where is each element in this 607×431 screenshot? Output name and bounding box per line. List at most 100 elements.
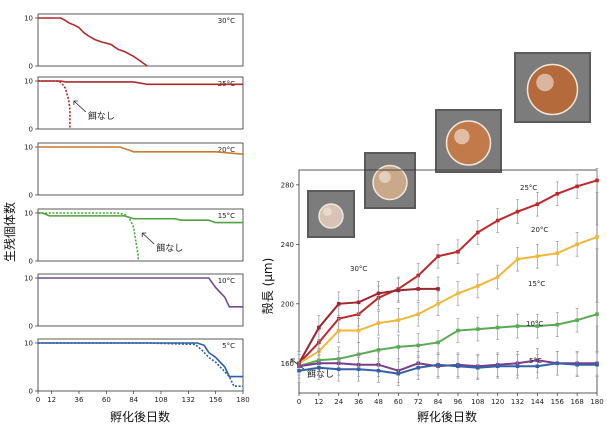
data-point — [456, 291, 460, 296]
fed-survival-line — [38, 277, 243, 308]
data-point — [555, 322, 560, 327]
x-tick-label: 84 — [434, 398, 443, 406]
survival-panel: 0 10 5°C 餌なし 0 12 36 60 84 108 132 156 180 — [24, 338, 334, 404]
series-group: 30°C — [297, 265, 440, 376]
data-point — [416, 365, 420, 370]
series-line — [298, 287, 439, 364]
data-point — [535, 324, 540, 328]
larva-shell-icon — [526, 63, 579, 116]
unfed-arrow — [73, 100, 87, 113]
data-point — [476, 327, 480, 331]
shell-highlight — [454, 128, 470, 145]
data-point — [595, 312, 599, 317]
shell-length-chart: 160 200 240 280 0 12 24 36 48 60 72 84 96 108 120 132 14… — [281, 168, 604, 406]
y-tick-label: 10 — [24, 340, 33, 348]
x-tick-label: 180 — [236, 396, 249, 404]
y-tick-label: 0 — [29, 63, 33, 71]
series-group: 20°C — [297, 224, 599, 376]
series-label: 5°C — [529, 357, 542, 365]
survival-panel: 0 10 10°C — [24, 273, 244, 331]
unfed-label: 餌なし — [307, 368, 334, 380]
survival-panel: 0 10 20°C — [24, 142, 244, 200]
larva-photo — [307, 190, 355, 238]
panel-temp-label: 5°C — [222, 342, 235, 350]
data-point — [336, 367, 341, 372]
panel-temp-label: 20°C — [218, 146, 235, 154]
data-point — [495, 364, 500, 369]
shell-highlight — [378, 171, 391, 184]
data-point — [515, 324, 520, 328]
series-label: 25°C — [520, 184, 537, 192]
data-point — [575, 362, 579, 367]
data-point — [317, 325, 321, 330]
data-point — [495, 325, 500, 330]
x-tick-label: 0 — [36, 396, 40, 404]
x-tick-label: 36 — [354, 398, 363, 406]
series-label: 15°C — [528, 280, 545, 288]
series-line — [298, 313, 598, 368]
panel-frame — [37, 142, 244, 196]
series-line — [298, 235, 598, 365]
data-point — [436, 302, 440, 306]
unfed-survival-line — [38, 342, 243, 388]
data-point — [495, 218, 500, 223]
x-tick-label: 156 — [209, 396, 223, 404]
data-point — [515, 257, 520, 261]
data-point — [416, 312, 420, 317]
data-point — [436, 287, 440, 291]
data-point — [535, 364, 540, 369]
larva-shell-icon — [318, 203, 344, 229]
y-tick-label: 200 — [281, 300, 294, 308]
data-point — [336, 302, 341, 306]
x-tick-label: 96 — [453, 398, 462, 406]
data-point — [495, 275, 500, 279]
data-point — [297, 368, 301, 373]
data-point — [595, 178, 599, 183]
data-point — [515, 364, 520, 369]
series-label: 30°C — [350, 265, 367, 273]
y-tick-label: 280 — [281, 181, 294, 189]
x-tick-label: 72 — [414, 398, 423, 406]
panel-temp-label: 10°C — [218, 277, 235, 285]
shell-highlight — [536, 73, 554, 92]
larva-photo — [514, 52, 591, 123]
unfed-arrowhead — [73, 100, 78, 105]
x-tick-label: 24 — [334, 398, 343, 406]
larva-photo — [435, 109, 502, 173]
data-point — [317, 365, 321, 370]
unfed-survival-line — [38, 80, 71, 129]
x-tick-label: 120 — [491, 398, 504, 406]
data-point — [555, 361, 560, 366]
x-tick-label: 60 — [394, 398, 403, 406]
larva-photos — [307, 52, 591, 238]
panel-frame — [37, 273, 244, 327]
survival-xlabel: 孵化後日数 — [110, 409, 170, 424]
x-tick-label: 12 — [314, 398, 323, 406]
data-point — [376, 368, 381, 373]
data-point — [535, 202, 540, 206]
x-tick-label: 12 — [47, 396, 56, 404]
y-tick-label: 10 — [24, 15, 33, 23]
y-tick-label: 10 — [24, 144, 33, 152]
data-point — [436, 340, 440, 345]
y-tick-label: 0 — [29, 192, 33, 200]
x-tick-label: 132 — [511, 398, 524, 406]
data-point — [416, 273, 420, 278]
x-tick-label: 36 — [75, 396, 84, 404]
y-tick-label: 160 — [281, 360, 294, 368]
data-point — [376, 348, 381, 352]
panel-temp-label: 15°C — [218, 212, 235, 220]
shell-highlight — [323, 207, 332, 216]
data-point — [456, 328, 460, 333]
plot-frame — [298, 169, 598, 394]
data-point — [575, 318, 579, 322]
x-tick-label: 168 — [570, 398, 583, 406]
survival-panel: 0 10 30°C — [24, 13, 244, 71]
data-point — [476, 284, 480, 288]
data-point — [476, 365, 480, 370]
data-point — [396, 371, 401, 376]
panel-frame — [37, 338, 244, 392]
series-label: 10°C — [526, 320, 543, 328]
y-tick-label: 0 — [29, 323, 33, 331]
